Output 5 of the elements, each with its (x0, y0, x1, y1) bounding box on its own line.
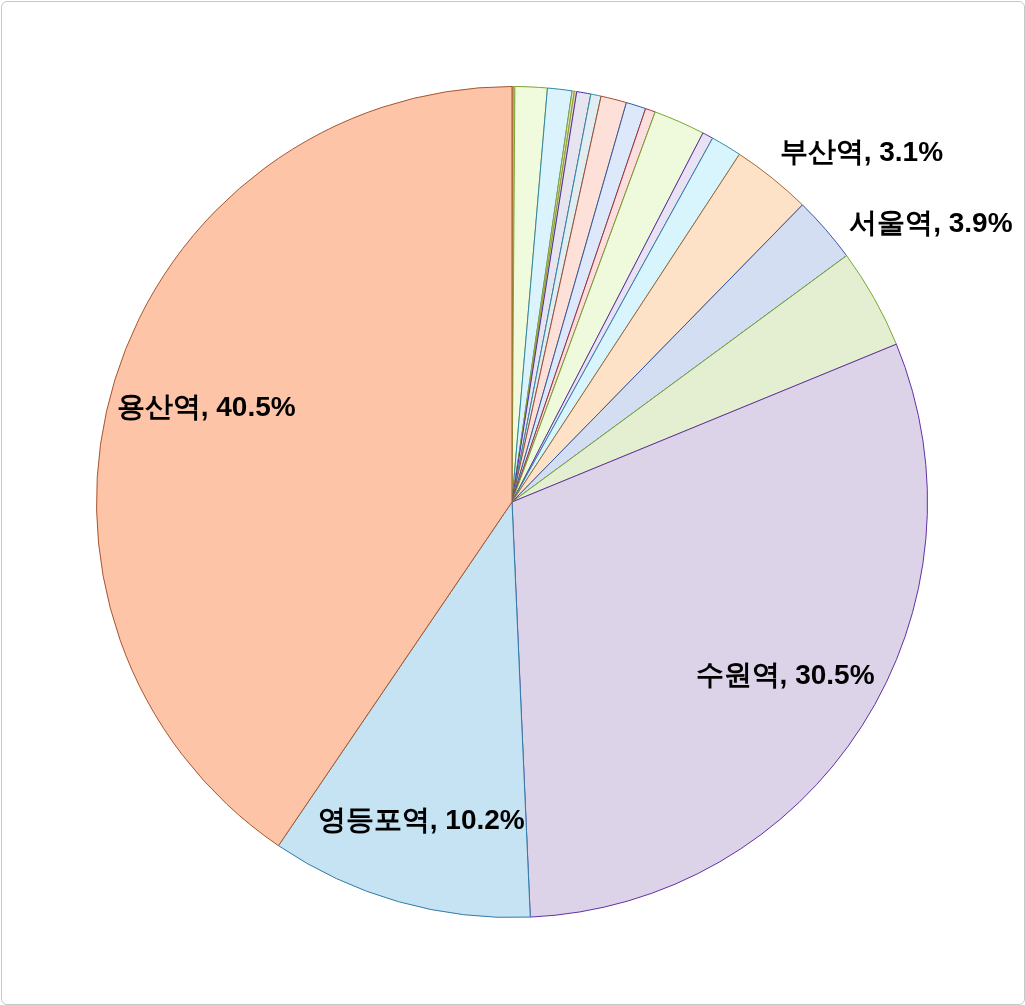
slice-label: 수원역, 30.5% (695, 659, 875, 691)
slice-label: 부산역, 3.1% (779, 136, 944, 168)
slice-label: 영등포역, 10.2% (317, 804, 525, 836)
slice-label: 용산역, 40.5% (116, 390, 296, 422)
slice-label: 서울역, 3.9% (849, 206, 1013, 238)
